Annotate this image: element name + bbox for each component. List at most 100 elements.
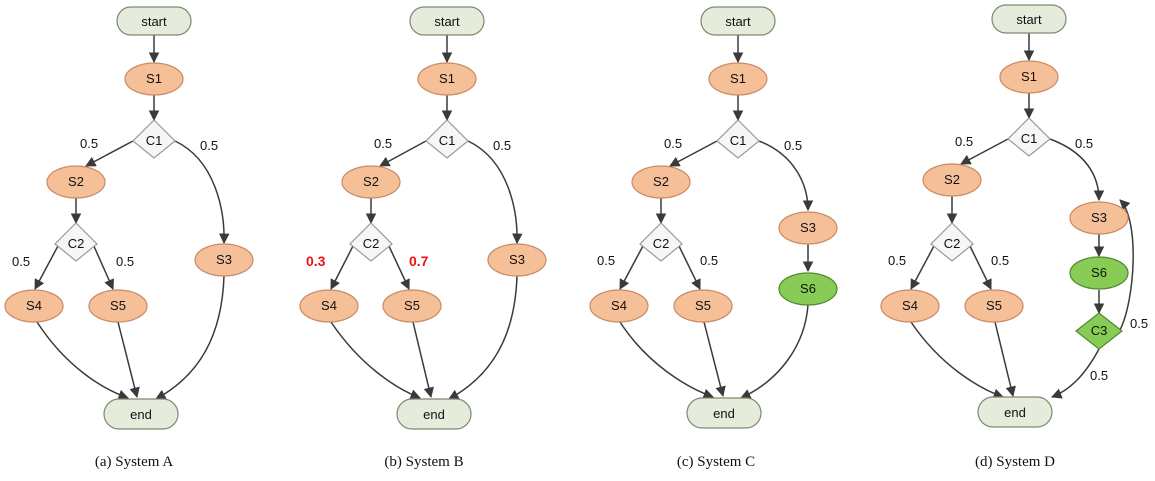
- end-node: end: [103, 398, 179, 430]
- s6-label: S6: [1091, 265, 1107, 280]
- prob-c2-left: 0.5: [12, 254, 30, 269]
- choice-c1: C1: [425, 119, 469, 159]
- edge-c1-s3: [174, 140, 230, 245]
- prob-c1-right: 0.5: [784, 138, 802, 153]
- edge-c1-s2: [960, 138, 1009, 165]
- s5-label: S5: [404, 298, 420, 313]
- state-s6-new: S6: [1069, 256, 1129, 290]
- edge-s5-end: [412, 321, 434, 399]
- caption-system-d: (d) System D: [975, 454, 1055, 470]
- c2-label: C2: [68, 236, 85, 251]
- choice-c2: C2: [349, 222, 393, 262]
- state-s4: S4: [4, 289, 64, 323]
- edge-c2-s4: [619, 243, 645, 290]
- system-d-diagram: start S1 C1 S2 C2 S3 S6 C3: [880, 4, 1148, 470]
- start-node: start: [116, 6, 192, 36]
- edge-c2-s5: [677, 243, 701, 290]
- end-label: end: [713, 406, 735, 421]
- s5-label: S5: [695, 298, 711, 313]
- caption-system-a: (a) System A: [95, 454, 173, 470]
- s3-label: S3: [509, 252, 525, 267]
- s1-label: S1: [730, 71, 746, 86]
- start-node: start: [700, 6, 776, 36]
- edge-c2-s5: [968, 243, 992, 290]
- prob-c3-end: 0.5: [1090, 368, 1108, 383]
- state-s5: S5: [673, 289, 733, 323]
- c2-label: C2: [944, 236, 961, 251]
- caption-system-c: (c) System C: [677, 454, 755, 470]
- c1-label: C1: [1021, 131, 1038, 146]
- s3-label: S3: [800, 220, 816, 235]
- edge-s3-end: [448, 275, 518, 400]
- prob-c2-right: 0.5: [116, 254, 134, 269]
- state-s4: S4: [880, 289, 940, 323]
- state-s2: S2: [631, 165, 691, 199]
- s1-label: S1: [439, 71, 455, 86]
- state-s3: S3: [1069, 201, 1129, 235]
- end-node: end: [977, 396, 1053, 428]
- edge-c2-s5: [92, 243, 114, 290]
- prob-c1-left: 0.5: [955, 134, 973, 149]
- start-label: start: [1016, 12, 1042, 27]
- prob-c2-left: 0.5: [888, 253, 906, 268]
- edge-c3-end: [1051, 348, 1100, 399]
- c1-label: C1: [146, 133, 163, 148]
- start-node: start: [409, 6, 485, 36]
- s1-label: S1: [146, 71, 162, 86]
- edge-s5-end: [117, 321, 140, 399]
- choice-c2: C2: [930, 222, 974, 262]
- system-b-diagram: start S1 C1 S2 C2 S3 S4 S5: [299, 6, 547, 470]
- choice-c1: C1: [1007, 117, 1051, 157]
- edge-c1-s3: [1049, 138, 1105, 202]
- s3-label: S3: [1091, 210, 1107, 225]
- edge-c3-s3-loop: [1119, 199, 1134, 331]
- prob-c1-right: 0.5: [493, 138, 511, 153]
- state-s4: S4: [589, 289, 649, 323]
- prob-c2-right-highlight: 0.7: [409, 253, 429, 269]
- state-s6-new: S6: [778, 272, 838, 306]
- end-label: end: [423, 407, 445, 422]
- s3-label: S3: [216, 252, 232, 267]
- edge-c2-s4: [910, 243, 936, 290]
- state-s1: S1: [124, 62, 184, 96]
- choice-c2: C2: [639, 222, 683, 262]
- edge-c2-s5: [387, 243, 410, 290]
- state-s5: S5: [964, 289, 1024, 323]
- edge-s5-end: [994, 321, 1016, 398]
- prob-c2-left: 0.5: [597, 253, 615, 268]
- edge-c1-s2: [379, 140, 427, 167]
- s2-label: S2: [68, 174, 84, 189]
- edge-s5-end: [703, 321, 726, 398]
- state-s4: S4: [299, 289, 359, 323]
- choice-c1: C1: [132, 119, 176, 159]
- state-s3: S3: [487, 243, 547, 277]
- edge-c1-s2: [669, 140, 718, 167]
- s4-label: S4: [902, 298, 918, 313]
- state-s2: S2: [341, 165, 401, 199]
- system-c-diagram: start S1 C1 S2 C2 S3 S6 S4: [589, 6, 838, 470]
- s5-label: S5: [110, 298, 126, 313]
- c1-label: C1: [730, 133, 747, 148]
- prob-c1-right: 0.5: [200, 138, 218, 153]
- state-s1: S1: [999, 60, 1059, 94]
- s4-label: S4: [321, 298, 337, 313]
- c2-label: C2: [653, 236, 670, 251]
- s1-label: S1: [1021, 69, 1037, 84]
- edge-c1-s2: [85, 140, 134, 167]
- prob-c1-left: 0.5: [374, 136, 392, 151]
- state-s5: S5: [382, 289, 442, 323]
- choice-c1: C1: [716, 119, 760, 159]
- end-label: end: [130, 407, 152, 422]
- edge-c2-s4: [330, 243, 355, 290]
- s5-label: S5: [986, 298, 1002, 313]
- c3-label: C3: [1091, 323, 1108, 338]
- start-label: start: [141, 14, 167, 29]
- end-node: end: [396, 398, 472, 430]
- c2-label: C2: [363, 236, 380, 251]
- edge-s3-end: [155, 275, 225, 400]
- edge-s4-end: [330, 321, 421, 400]
- state-s3: S3: [194, 243, 254, 277]
- s6-label: S6: [800, 281, 816, 296]
- edge-s4-end: [910, 321, 1004, 399]
